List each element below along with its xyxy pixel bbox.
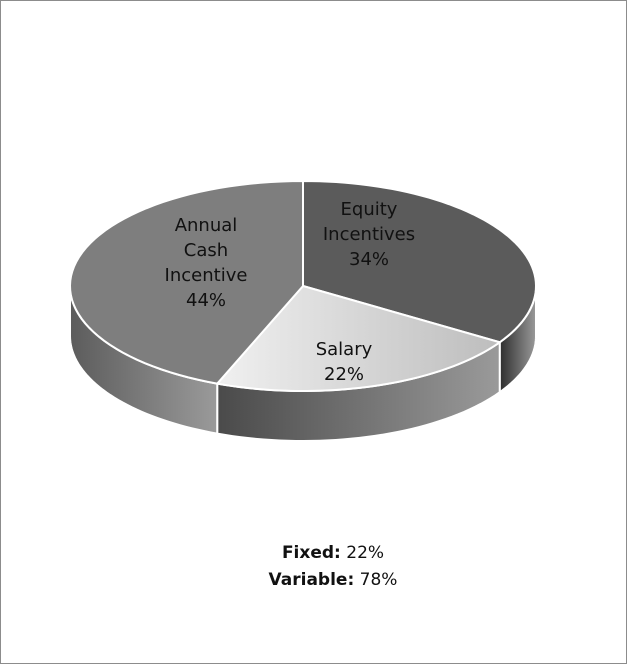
annotation-text: 22% <box>346 543 385 563</box>
annotation-text: 78% <box>359 570 398 590</box>
slice <box>69 179 304 385</box>
slice-label: Equity Incentives <box>322 199 416 245</box>
slice-value-label: 34% <box>348 249 390 270</box>
slice <box>215 284 503 392</box>
slice-label: Salary <box>315 339 373 360</box>
annotation: Variable: 78% <box>269 570 398 590</box>
slice-value-label: 44% <box>185 290 227 311</box>
annotation-label: Fixed: <box>281 543 341 563</box>
annotation-label: Variable: <box>268 570 355 590</box>
annotation: Fixed: 22% <box>282 543 384 563</box>
slice-value-label: 22% <box>323 364 365 385</box>
slice-label: Annual Cash Incentive <box>164 215 248 286</box>
